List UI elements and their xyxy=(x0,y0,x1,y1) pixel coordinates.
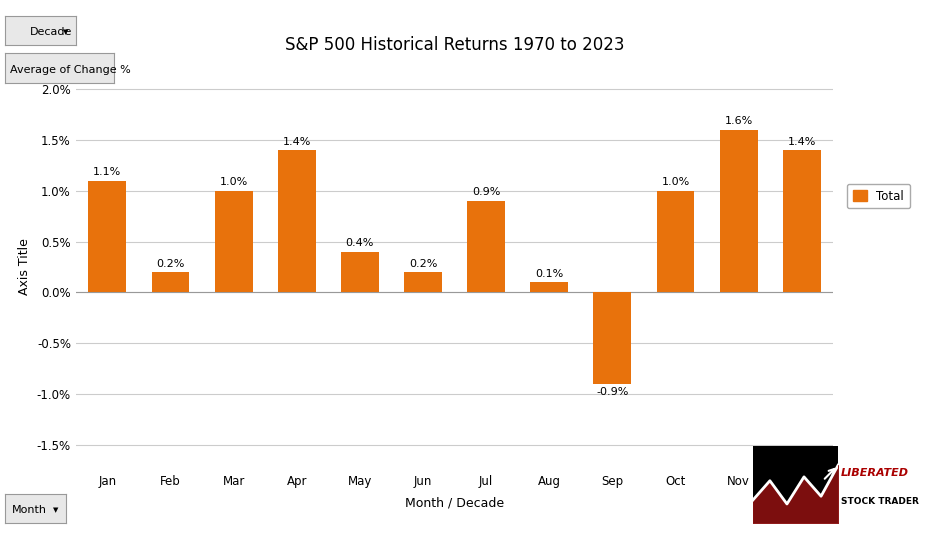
Bar xyxy=(341,252,379,293)
Bar xyxy=(720,130,758,293)
Text: 0.2%: 0.2% xyxy=(409,258,438,269)
Y-axis label: Axis Title: Axis Title xyxy=(18,239,31,295)
Text: ▼: ▼ xyxy=(53,507,58,513)
Bar xyxy=(656,191,694,293)
Text: ▼: ▼ xyxy=(63,29,68,35)
Bar xyxy=(152,272,189,293)
Text: 0.4%: 0.4% xyxy=(346,238,374,248)
Text: -0.9%: -0.9% xyxy=(597,387,629,397)
Bar xyxy=(594,293,632,383)
Bar xyxy=(215,191,253,293)
X-axis label: Month / Decade: Month / Decade xyxy=(405,496,504,509)
Text: 1.4%: 1.4% xyxy=(788,137,816,147)
Text: Average of Change %: Average of Change % xyxy=(10,65,131,75)
Text: 0.9%: 0.9% xyxy=(472,187,500,198)
Bar xyxy=(277,151,315,293)
Text: Decade: Decade xyxy=(29,27,72,37)
Title: S&P 500 Historical Returns 1970 to 2023: S&P 500 Historical Returns 1970 to 2023 xyxy=(285,36,624,54)
Text: 1.1%: 1.1% xyxy=(93,167,121,177)
Text: STOCK TRADER: STOCK TRADER xyxy=(841,497,919,506)
Text: 1.6%: 1.6% xyxy=(724,116,753,127)
Text: LIBERATED: LIBERATED xyxy=(841,468,909,478)
Text: 1.4%: 1.4% xyxy=(282,137,311,147)
Text: 1.0%: 1.0% xyxy=(220,177,248,187)
Bar xyxy=(467,201,505,293)
Bar xyxy=(404,272,442,293)
Text: 0.1%: 0.1% xyxy=(535,269,563,279)
Text: 1.0%: 1.0% xyxy=(661,177,689,187)
Bar xyxy=(783,151,821,293)
Bar xyxy=(88,180,126,293)
Legend: Total: Total xyxy=(847,184,910,208)
Bar xyxy=(530,282,568,293)
Text: Month: Month xyxy=(12,505,47,515)
Text: 0.2%: 0.2% xyxy=(156,258,185,269)
